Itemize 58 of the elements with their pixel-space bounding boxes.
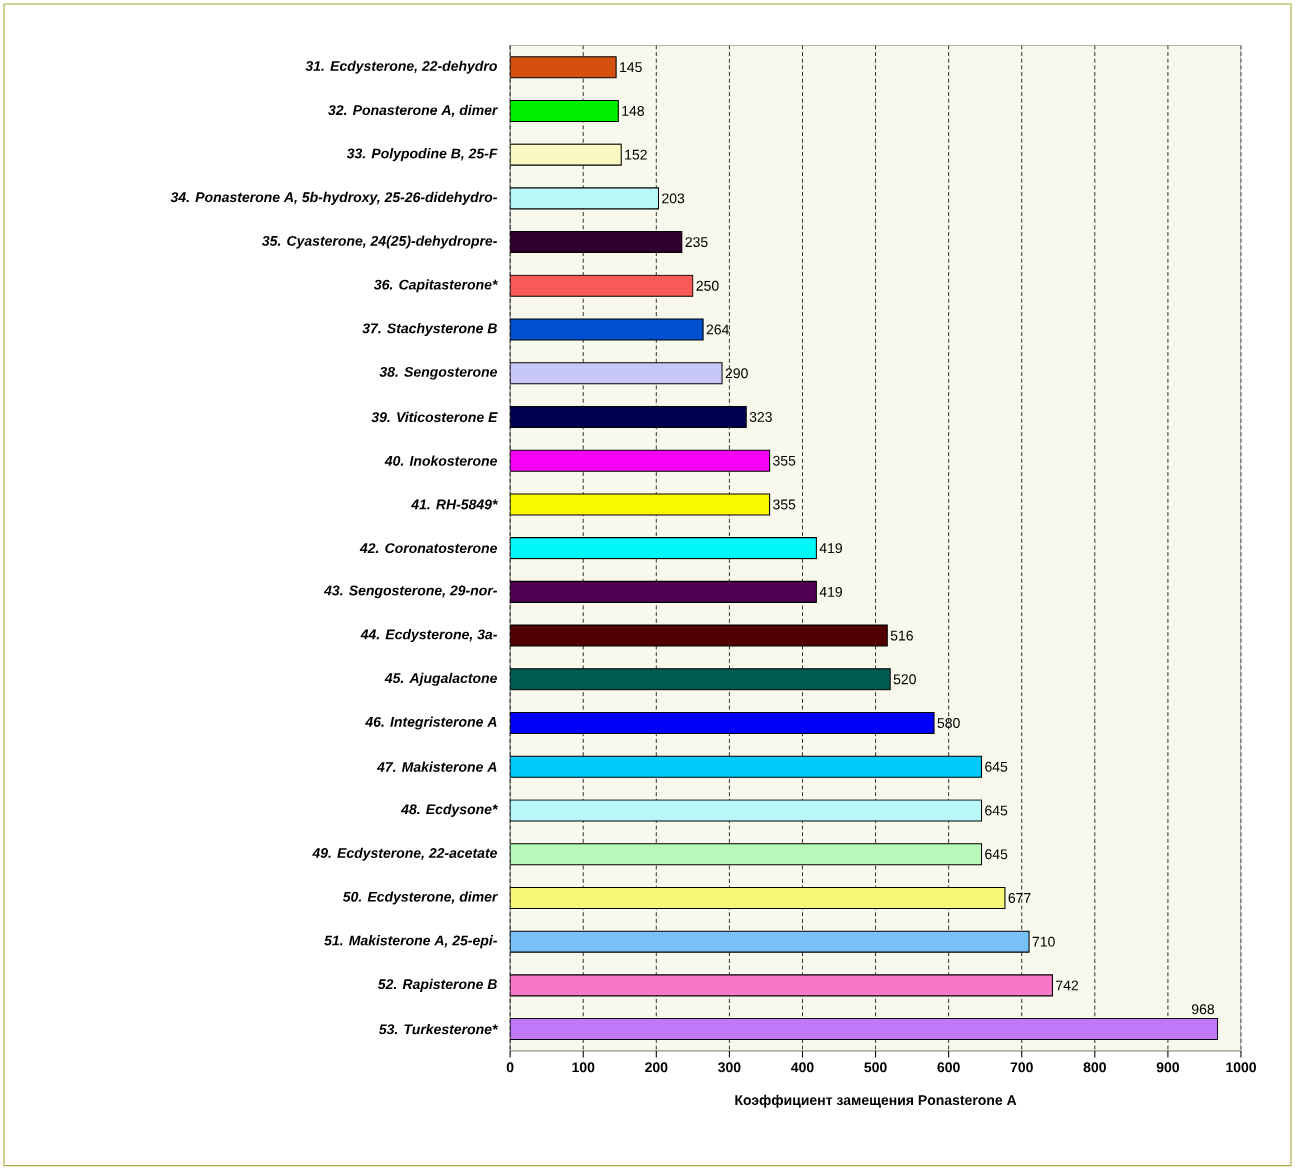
data-label: 677 <box>1008 893 1031 904</box>
data-label: 520 <box>893 674 916 685</box>
y-tick-label: 43. Sengosterone, 29-nor- <box>323 585 498 599</box>
y-tick-label: 36. Capitasterone* <box>374 279 498 293</box>
data-label: 148 <box>622 106 644 117</box>
data-label: 250 <box>696 281 719 291</box>
y-tick-label: 49. Ecdysterone, 22-acetate <box>312 847 497 861</box>
y-tick-label: 33. Polypodine B, 25-F <box>346 148 498 162</box>
x-tick-label: 900 <box>1156 1062 1180 1073</box>
data-label: 580 <box>937 718 960 729</box>
y-tick-label: 41. RH-5849* <box>411 499 498 510</box>
data-label: 355 <box>773 455 796 466</box>
y-tick-label: 45. Ajugalactone <box>384 672 498 687</box>
data-label: 152 <box>625 149 647 160</box>
y-tick-label: 42. Coronatosterone <box>359 543 498 554</box>
data-label: 290 <box>725 368 748 379</box>
data-label: 645 <box>985 761 1008 772</box>
x-tick-label: 300 <box>718 1062 741 1073</box>
x-tick-label: 1000 <box>1226 1062 1256 1073</box>
x-tick-label: 800 <box>1083 1062 1106 1073</box>
y-tick-label: 50. Ecdysterone, dimer <box>342 891 499 905</box>
x-tick-label: 400 <box>791 1062 814 1073</box>
x-tick-label: 200 <box>645 1062 668 1073</box>
y-tick-label: 34. Ponasterone A, 5b-hydroxy, 25-26-didehydro- <box>170 192 498 206</box>
y-tick-label: 40. Inokosterone <box>384 455 498 467</box>
data-label: 516 <box>890 630 913 641</box>
y-tick-label: 47. Makisterone A <box>376 761 497 773</box>
x-axis-title: Коэффициент замещения Ponasterone A <box>735 1094 1017 1108</box>
data-label: 145 <box>620 62 642 73</box>
y-tick-label: 38. Sengosterone <box>379 367 498 380</box>
x-tick-label: 500 <box>864 1062 887 1073</box>
data-label: 645 <box>985 849 1008 860</box>
y-tick-label: 53. Turkesterone* <box>379 1024 498 1035</box>
x-tick-label: 100 <box>572 1062 595 1073</box>
x-tick-label: 0 <box>506 1062 514 1073</box>
y-tick-label: 32. Ponasterone A, dimer <box>328 104 499 118</box>
y-tick-label: 44. Ecdysterone, 3a- <box>360 629 498 643</box>
data-label: 742 <box>1056 980 1079 991</box>
data-label: 710 <box>1032 936 1055 947</box>
data-label: 645 <box>985 805 1008 816</box>
data-label: 419 <box>819 543 842 554</box>
y-tick-label: 31. Ecdysterone, 22-dehydro <box>305 60 497 74</box>
y-tick-label: 46. Integristerone A <box>365 716 497 730</box>
y-tick-label: 52. Rapisterone B <box>377 979 497 993</box>
data-label: 323 <box>749 412 772 423</box>
y-tick-label: 51. Makisterone A, 25-epi- <box>324 935 498 949</box>
y-tick-label: 48. Ecdysone* <box>400 804 498 818</box>
y-tick-label: 37. Stachysterone B <box>362 323 497 337</box>
data-label: 419 <box>819 587 842 598</box>
y-tick-label: 35. Cyasterone, 24(25)-dehydropre- <box>261 235 497 249</box>
x-tick-label: 600 <box>937 1062 960 1073</box>
data-label: 264 <box>706 324 729 335</box>
data-label: 968 <box>1191 1004 1215 1015</box>
data-label: 355 <box>773 499 796 510</box>
data-label: 235 <box>685 237 708 248</box>
data-label: 203 <box>662 193 685 204</box>
y-tick-label: 39. Viticosterone E <box>371 412 498 423</box>
x-tick-label: 700 <box>1010 1062 1033 1073</box>
